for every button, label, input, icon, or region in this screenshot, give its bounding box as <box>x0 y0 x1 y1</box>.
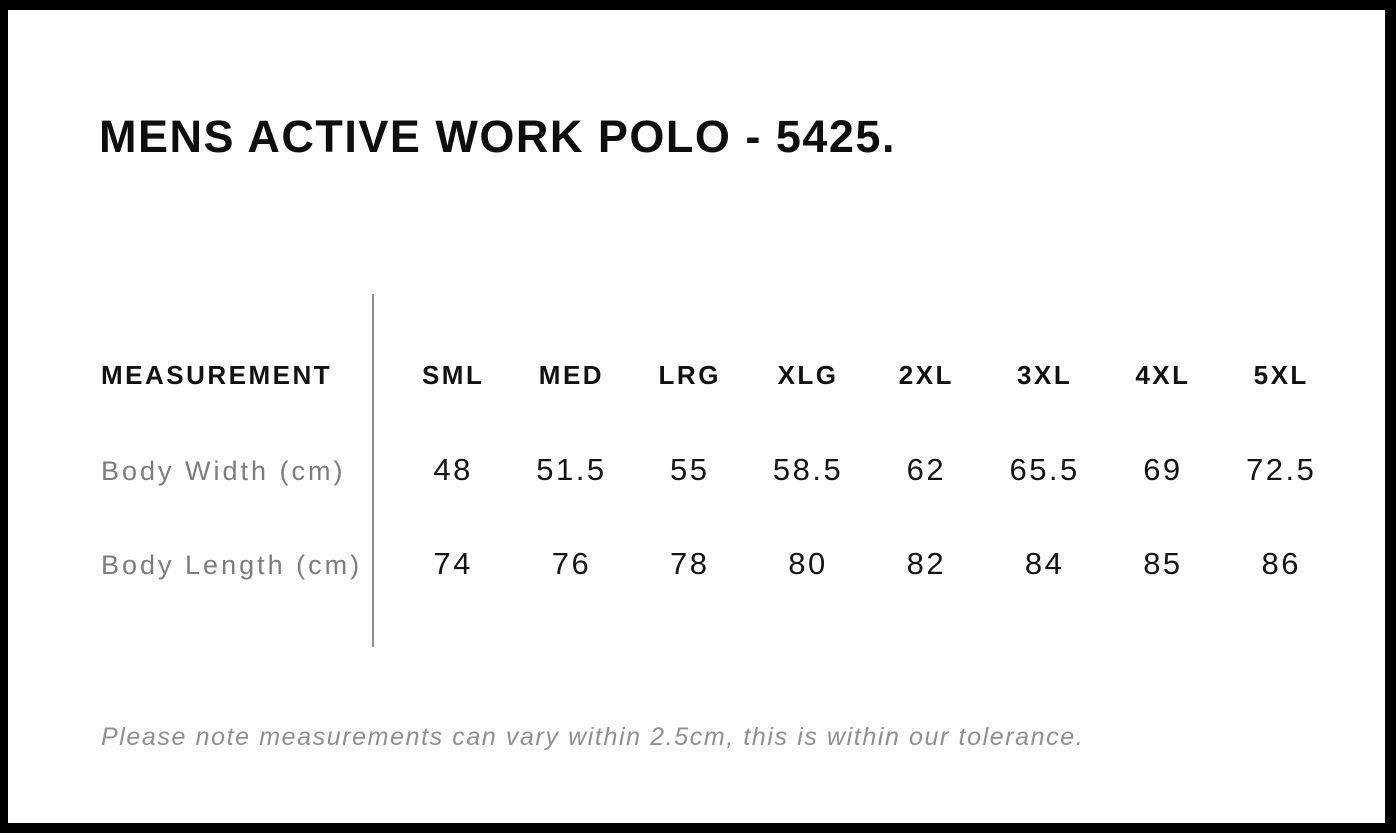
size-value: 76 <box>551 546 592 581</box>
size-column-header-4xl: 4XL <box>1135 360 1191 390</box>
size-column-header-3xl: 3XL <box>1017 360 1073 390</box>
size-value: 74 <box>433 546 473 581</box>
size-value: 84 <box>1024 546 1065 581</box>
size-value: 85 <box>1143 546 1183 581</box>
size-column-header-5xl: 5XL <box>1253 360 1309 390</box>
size-value: 86 <box>1261 546 1301 581</box>
size-column-header-med: MED <box>538 360 605 390</box>
table-header-row: MEASUREMENT SML MED LRG XLG 2XL 3XL 4XL … <box>101 362 1340 388</box>
tolerance-note: Please note measurements can vary within… <box>101 723 1085 751</box>
size-value: 51.5 <box>536 452 607 487</box>
table-row-body-length: Body Length (cm) 74 76 78 80 82 84 85 86 <box>101 548 1340 579</box>
row-label: Body Width (cm) <box>101 456 346 486</box>
size-value: 65.5 <box>1009 452 1080 487</box>
size-value: 72.5 <box>1246 452 1317 487</box>
size-value: 80 <box>788 546 828 581</box>
size-column-header-2xl: 2XL <box>898 360 954 390</box>
column-divider <box>372 294 374 647</box>
table-row-body-width: Body Width (cm) 48 51.5 55 58.5 62 65.5 … <box>101 454 1340 485</box>
row-label: Body Length (cm) <box>101 550 363 580</box>
size-value: 55 <box>670 452 710 487</box>
size-value: 58.5 <box>772 452 844 487</box>
size-column-header-sml: SML <box>421 360 485 390</box>
page-title: MENS ACTIVE WORK POLO - 5425. <box>99 111 896 162</box>
size-column-header-lrg: LRG <box>658 360 721 390</box>
size-value: 69 <box>1143 452 1183 487</box>
size-value: 78 <box>670 546 710 581</box>
size-value: 62 <box>906 452 947 487</box>
size-value: 82 <box>906 546 947 581</box>
measurement-header: MEASUREMENT <box>101 360 333 390</box>
size-value: 48 <box>433 452 473 487</box>
size-column-header-xlg: XLG <box>777 360 839 390</box>
